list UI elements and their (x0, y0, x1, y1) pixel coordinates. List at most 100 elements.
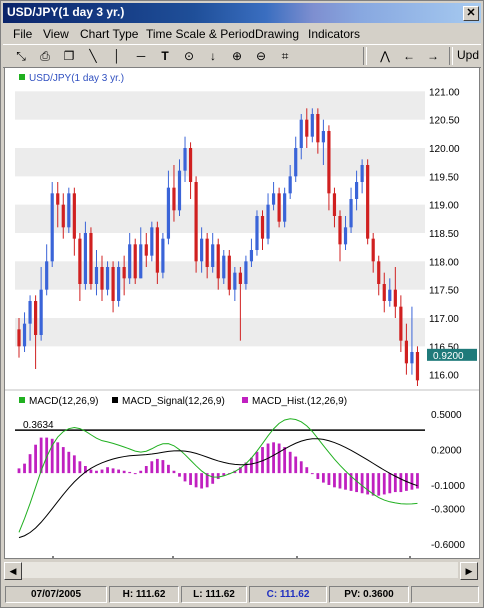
candle-body (166, 187, 171, 239)
zoom-in-button[interactable]: ⊕ (227, 47, 247, 65)
candle-body (399, 306, 403, 341)
candle-body (338, 216, 342, 245)
macd-hist-bar (410, 473, 414, 490)
candle-body (283, 193, 287, 222)
price-tick-label: 118.50 (429, 229, 459, 240)
candle-body (222, 255, 226, 279)
macd-hist-bar (133, 473, 137, 475)
menu-time-scale[interactable]: Time Scale & Period (146, 27, 255, 41)
candle-body (354, 182, 359, 199)
candle-body (111, 267, 115, 301)
macd-hist-bar (355, 473, 358, 493)
candle-body (294, 148, 298, 177)
menu-file[interactable]: File (13, 27, 33, 41)
menu-drawing[interactable]: Drawing (255, 27, 300, 41)
macd-hist-bar (56, 442, 60, 474)
macd-hist-bar (100, 469, 104, 474)
macd-hist-bar (95, 470, 98, 474)
macd-hist-bar (222, 473, 226, 476)
candle-body (122, 267, 126, 279)
price-band (15, 204, 425, 233)
fit-button[interactable]: ⌗ (275, 47, 295, 65)
candle-body (233, 272, 237, 290)
macd-hist-bar (67, 451, 71, 474)
chart-line-button[interactable]: ⋀ (375, 47, 395, 65)
menu-chart-type[interactable]: Chart Type (80, 27, 139, 41)
macd-hist-bar (45, 437, 49, 474)
macd-hist-bar (161, 460, 165, 474)
update-button[interactable]: Upd (456, 48, 479, 62)
macd-hist-bar (321, 473, 325, 483)
macd-hist-bar (377, 473, 381, 496)
candle-body (117, 267, 121, 301)
candle-body (305, 119, 309, 137)
macd-hist-bar (238, 467, 242, 474)
candle-body (288, 176, 292, 194)
macd-hist-bar (106, 467, 109, 474)
macd-hist-bar (84, 466, 87, 474)
scroll-left-button[interactable]: ← (399, 47, 419, 65)
candle-body (211, 244, 215, 267)
candle-body (343, 227, 348, 245)
candle-body (299, 119, 303, 148)
scroll-left-arrow[interactable]: ◀ (4, 562, 22, 580)
candle-body (194, 182, 198, 262)
horizontal-line-button[interactable]: ─ (131, 47, 151, 65)
down-arrow-button[interactable]: ↓ (203, 47, 223, 65)
horizontal-scrollbar[interactable]: ◀ ▶ (4, 561, 478, 580)
trendline-button[interactable]: ╲ (83, 47, 103, 65)
menu-view[interactable]: View (43, 27, 69, 41)
price-tick-label: 119.00 (429, 201, 459, 212)
close-button[interactable]: ✕ (463, 6, 479, 21)
macd-legend-marker (19, 397, 25, 403)
macd-tick-label: -0.1000 (431, 481, 465, 492)
candle-body (17, 329, 21, 347)
macd-hist-bar (327, 473, 331, 485)
menu-bar: File View Chart Type Time Scale & Period… (3, 25, 481, 43)
candle-body (188, 148, 193, 182)
vertical-line-button[interactable]: │ (107, 47, 127, 65)
arrow-right-icon: → (427, 49, 439, 63)
candle-body (244, 261, 248, 284)
scroll-track[interactable] (22, 562, 458, 578)
macd-hist-bar (399, 473, 403, 493)
title-bar[interactable]: USD/JPY(1 day 3 yr.) ✕ (3, 3, 481, 23)
candle-body (321, 131, 325, 143)
scroll-right-button[interactable]: → (423, 47, 443, 65)
price-band (15, 261, 425, 290)
macd-hist-bar (294, 456, 298, 474)
candle-body (83, 233, 88, 284)
target-icon: ⊙ (183, 49, 195, 63)
macd-legend-label: MACD_Signal(12,26,9) (122, 396, 225, 407)
candle-body (45, 261, 49, 290)
price-tick-label: 116.00 (429, 371, 459, 382)
candle-body (144, 244, 148, 256)
text-cursor-icon: T (161, 49, 169, 63)
status-low: L: 111.62 (181, 586, 247, 603)
print-button[interactable]: ⎙ (35, 47, 55, 65)
macd-hist-bar (316, 473, 320, 480)
chart-area[interactable]: 121.00 120.50 120.00 119.50 119.00 118.50 118.… (4, 67, 480, 559)
chart-svg[interactable]: 121.00 120.50 120.00 119.50 119.00 118.50 118.… (5, 68, 479, 558)
candle-body (316, 114, 320, 143)
candle-body (67, 193, 71, 228)
price-tick-label: 120.00 (429, 144, 460, 155)
zoom-out-button[interactable]: ⊖ (251, 47, 271, 65)
candle-body (150, 227, 154, 256)
macd-hist-bar (200, 473, 204, 489)
copy-button[interactable]: ❐ (59, 47, 79, 65)
macd-hist-bar (78, 461, 82, 474)
macd-hist-bar (34, 444, 38, 474)
close-icon: ✕ (466, 7, 476, 19)
scroll-right-arrow[interactable]: ▶ (460, 562, 478, 580)
crosshair-tool-button[interactable]: ⤡ (11, 47, 31, 65)
status-high: H: 111.62 (109, 586, 179, 603)
horizontal-line-icon: ─ (136, 49, 146, 63)
candle-body (89, 233, 93, 284)
text-tool-button[interactable]: T (155, 47, 175, 65)
macd-hist-bar (23, 463, 26, 474)
menu-indicators[interactable]: Indicators (308, 27, 361, 41)
target-button[interactable]: ⊙ (179, 47, 199, 65)
macd-hist-bar (178, 473, 181, 477)
candle-body (105, 267, 110, 290)
